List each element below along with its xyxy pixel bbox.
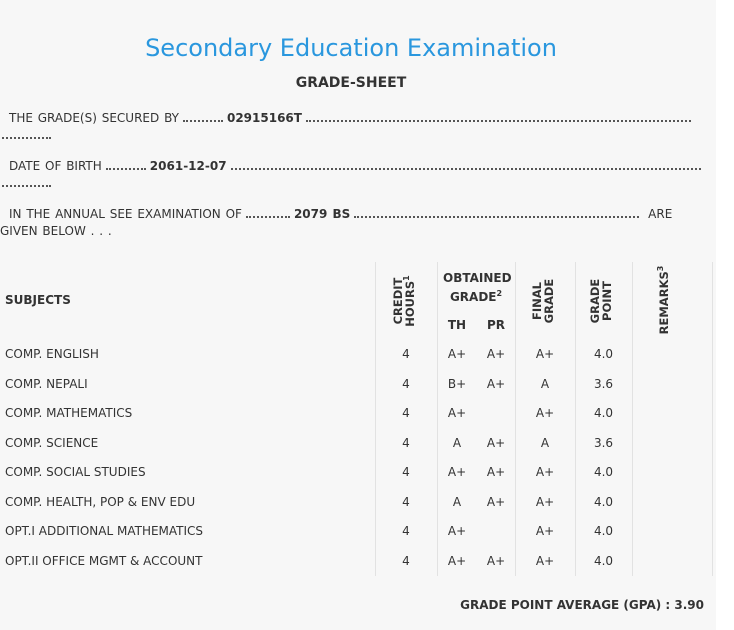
info-line: THE GRADE(S) SECURED BY 02915166T	[0, 110, 706, 144]
grade-cell: A+	[535, 347, 555, 361]
grade-cell: A+	[447, 347, 467, 361]
info-value: 2079 BS	[293, 207, 351, 221]
column-border	[375, 262, 376, 576]
grade-cell: A	[452, 494, 462, 509]
grade-cell: A	[452, 435, 462, 450]
info-suffix: ARE GIVEN BELOW . . .	[0, 207, 673, 238]
footnote-mark: 1	[402, 275, 412, 281]
info-label: IN THE ANNUAL SEE EXAMINATION OF	[9, 207, 242, 221]
leader	[230, 158, 701, 170]
grade-cell: 4.0	[593, 406, 614, 420]
grade-sheet: Secondary Education Examination GRADE-SH…	[0, 34, 713, 612]
leader	[305, 110, 691, 122]
header-credit-hours: CREDIT HOURS1	[391, 275, 417, 327]
grade-cell: 4.0	[593, 524, 614, 538]
leader	[0, 175, 51, 187]
grade-cell: 4	[402, 406, 410, 420]
info-value: 02915166T	[226, 111, 302, 125]
leader	[245, 206, 290, 218]
info-line: DATE OF BIRTH 2061-12-07	[0, 158, 706, 192]
info-line: IN THE ANNUAL SEE EXAMINATION OF 2079 BS …	[0, 206, 706, 240]
grade-cell: 4.0	[593, 347, 614, 361]
grade-cell: B+	[447, 376, 467, 391]
column-border	[575, 262, 576, 576]
subject-name: OPT.II OFFICE MGMT & ACCOUNT	[5, 553, 203, 568]
gpa-value: 3.90	[674, 598, 704, 612]
grade-cell: 4	[402, 553, 410, 568]
info-label: THE GRADE(S) SECURED BY	[9, 111, 179, 125]
header-pr: PR	[486, 318, 506, 332]
header-th: TH	[447, 318, 467, 332]
footnote-mark: 3	[656, 265, 666, 272]
grade-cell: 4	[402, 465, 410, 479]
subtitle: GRADE-SHEET	[295, 75, 407, 91]
grade-cell: 4.0	[593, 465, 614, 479]
grade-cell: A+	[486, 347, 506, 361]
grade-cell: A+	[447, 553, 467, 568]
grade-cell: A+	[447, 524, 467, 538]
leader	[105, 158, 146, 170]
grade-cell: 3.6	[593, 435, 614, 450]
grade-cell: A+	[447, 465, 467, 479]
subject-name: COMP. SOCIAL STUDIES	[5, 465, 146, 479]
column-border	[515, 262, 516, 576]
subject-name: COMP. SCIENCE	[5, 435, 99, 450]
leader	[0, 127, 51, 139]
subject-name: COMP. ENGLISH	[5, 347, 99, 361]
column-border	[632, 262, 633, 576]
grade-cell: A+	[486, 376, 506, 391]
leader	[354, 206, 640, 218]
header-final-grade: FINAL GRADE	[530, 278, 556, 324]
grade-cell: A+	[535, 465, 555, 479]
grade-cell: 4	[402, 524, 410, 538]
info-label: DATE OF BIRTH	[9, 159, 102, 173]
grade-cell: A+	[535, 494, 555, 509]
column-border	[712, 262, 713, 576]
grade-cell: A+	[535, 524, 555, 538]
title: Secondary Education Examination	[145, 34, 557, 62]
grade-cell: 4	[402, 435, 410, 450]
gpa-label: GRADE POINT AVERAGE (GPA) :	[460, 598, 671, 612]
grade-cell: A	[540, 435, 550, 450]
header-remarks: REMARKS3	[656, 265, 671, 335]
leader	[182, 110, 223, 122]
footnote-mark: 2	[496, 289, 503, 298]
grade-cell: 3.6	[593, 376, 614, 391]
gpa: GRADE POINT AVERAGE (GPA) : 3.90	[460, 598, 704, 612]
subject-name: COMP. MATHEMATICS	[5, 406, 133, 420]
grade-cell: A+	[535, 553, 555, 568]
grade-cell: 4	[402, 376, 410, 391]
grade-cell: A+	[535, 406, 555, 420]
grade-cell: 4	[402, 494, 410, 509]
subject-name: COMP. HEALTH, POP & ENV EDU	[5, 494, 196, 509]
grade-cell: A+	[486, 494, 506, 509]
header-obtained-grade: OBTAINED GRADE2	[443, 271, 512, 304]
header-subjects: SUBJECTS	[5, 293, 71, 307]
grade-cell: 4.0	[593, 494, 614, 509]
grade-cell: A+	[486, 553, 506, 568]
info-value: 2061-12-07	[149, 159, 227, 173]
grade-cell: A	[540, 376, 550, 391]
grade-cell: A+	[486, 435, 506, 450]
grade-cell: 4.0	[593, 553, 614, 568]
header-grade-point: GRADE POINT	[588, 278, 614, 324]
grade-cell: A+	[447, 406, 467, 420]
grade-cell: A+	[486, 465, 506, 479]
subject-name: OPT.I ADDITIONAL MATHEMATICS	[5, 524, 204, 538]
column-border	[437, 262, 438, 576]
subject-name: COMP. NEPALI	[5, 376, 88, 391]
grade-cell: 4	[402, 347, 410, 361]
